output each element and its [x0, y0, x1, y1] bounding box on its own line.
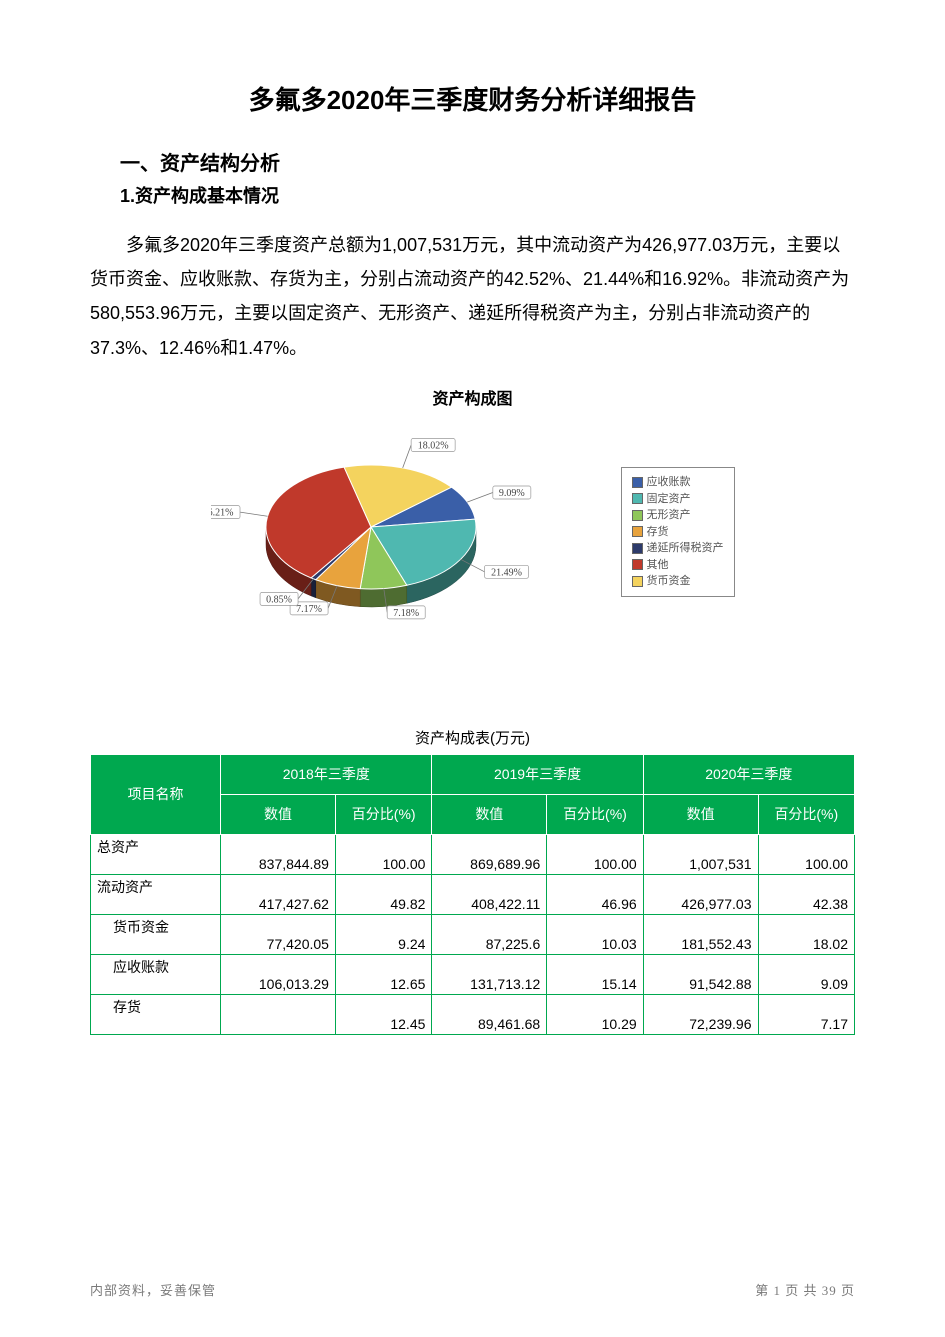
page-title: 多氟多2020年三季度财务分析详细报告 — [90, 80, 855, 117]
cell-value: 9.09 — [758, 954, 855, 994]
th-period-2: 2020年三季度 — [643, 754, 854, 794]
legend-item: 其他 — [632, 557, 724, 574]
table-body: 总资产837,844.89100.00869,689.96100.001,007… — [91, 834, 855, 1034]
legend-item: 无形资产 — [632, 507, 724, 524]
cell-value: 15.14 — [547, 954, 643, 994]
th-sub: 百分比(%) — [758, 794, 855, 834]
legend-label: 货币资金 — [647, 573, 691, 590]
th-period-0: 2018年三季度 — [221, 754, 432, 794]
legend-label: 固定资产 — [647, 491, 691, 508]
chart-title: 资产构成图 — [90, 385, 855, 409]
table-row: 总资产837,844.89100.00869,689.96100.001,007… — [91, 834, 855, 874]
svg-text:0.85%: 0.85% — [266, 594, 292, 605]
cell-value: 131,713.12 — [432, 954, 547, 994]
th-sub: 数值 — [432, 794, 547, 834]
cell-value: 1,007,531 — [643, 834, 758, 874]
legend-swatch — [632, 493, 643, 504]
cell-name: 总资产 — [91, 834, 221, 874]
cell-value: 49.82 — [335, 874, 431, 914]
cell-value: 426,977.03 — [643, 874, 758, 914]
svg-text:21.49%: 21.49% — [491, 567, 522, 578]
legend-item: 递延所得税资产 — [632, 540, 724, 557]
th-period-1: 2019年三季度 — [432, 754, 643, 794]
th-sub: 百分比(%) — [547, 794, 643, 834]
cell-value: 18.02 — [758, 914, 855, 954]
cell-value: 12.65 — [335, 954, 431, 994]
legend-swatch — [632, 477, 643, 488]
cell-name: 应收账款 — [91, 954, 221, 994]
legend-item: 固定资产 — [632, 491, 724, 508]
cell-value: 100.00 — [547, 834, 643, 874]
sub-heading: 1.资产构成基本情况 — [90, 182, 855, 208]
th-sub: 数值 — [643, 794, 758, 834]
table-row: 存货 12.4589,461.6810.2972,239.967.17 — [91, 994, 855, 1034]
svg-text:7.17%: 7.17% — [296, 604, 322, 615]
svg-text:7.18%: 7.18% — [393, 608, 419, 619]
legend-label: 无形资产 — [647, 507, 691, 524]
legend-item: 应收账款 — [632, 474, 724, 491]
cell-value: 10.03 — [547, 914, 643, 954]
page-footer: 内部资料，妥善保管 第 1 页 共 39 页 — [90, 1280, 855, 1299]
cell-value: 9.24 — [335, 914, 431, 954]
table-row: 流动资产417,427.6249.82408,422.1146.96426,97… — [91, 874, 855, 914]
svg-text:18.02%: 18.02% — [417, 440, 448, 451]
cell-value: 46.96 — [547, 874, 643, 914]
cell-value: 100.00 — [758, 834, 855, 874]
cell-name: 货币资金 — [91, 914, 221, 954]
legend-item: 存货 — [632, 524, 724, 541]
cell-value — [221, 994, 336, 1034]
cell-value: 417,427.62 — [221, 874, 336, 914]
legend-label: 递延所得税资产 — [647, 540, 724, 557]
legend-swatch — [632, 510, 643, 521]
cell-value: 100.00 — [335, 834, 431, 874]
cell-value: 181,552.43 — [643, 914, 758, 954]
legend-swatch — [632, 543, 643, 554]
table-caption: 资产构成表(万元) — [90, 727, 855, 748]
section-heading: 一、资产结构分析 — [90, 147, 855, 176]
cell-value: 12.45 — [335, 994, 431, 1034]
pie-chart: 9.09% 21.49% 7.18% 7.17% 0.85% 36.21% 18.02% 应… — [90, 417, 855, 647]
cell-name: 流动资产 — [91, 874, 221, 914]
legend-label: 应收账款 — [647, 474, 691, 491]
legend-item: 货币资金 — [632, 573, 724, 590]
legend-label: 存货 — [647, 524, 669, 541]
legend-swatch — [632, 559, 643, 570]
legend-swatch — [632, 526, 643, 537]
cell-value: 869,689.96 — [432, 834, 547, 874]
th-sub: 百分比(%) — [335, 794, 431, 834]
cell-name: 存货 — [91, 994, 221, 1034]
cell-value: 89,461.68 — [432, 994, 547, 1034]
svg-text:36.21%: 36.21% — [211, 507, 233, 518]
table-row: 应收账款106,013.2912.65131,713.1215.1491,542… — [91, 954, 855, 994]
cell-value: 7.17 — [758, 994, 855, 1034]
chart-legend: 应收账款固定资产无形资产存货递延所得税资产其他货币资金 — [621, 467, 735, 597]
legend-swatch — [632, 576, 643, 587]
cell-value: 837,844.89 — [221, 834, 336, 874]
cell-value: 10.29 — [547, 994, 643, 1034]
cell-value: 72,239.96 — [643, 994, 758, 1034]
cell-value: 106,013.29 — [221, 954, 336, 994]
th-sub: 数值 — [221, 794, 336, 834]
legend-label: 其他 — [647, 557, 669, 574]
cell-value: 87,225.6 — [432, 914, 547, 954]
pie-chart-svg: 9.09% 21.49% 7.18% 7.17% 0.85% 36.21% 18.02% — [211, 417, 541, 647]
footer-left: 内部资料，妥善保管 — [90, 1280, 216, 1299]
footer-right: 第 1 页 共 39 页 — [755, 1280, 855, 1299]
cell-value: 42.38 — [758, 874, 855, 914]
cell-value: 408,422.11 — [432, 874, 547, 914]
svg-text:9.09%: 9.09% — [498, 488, 524, 499]
table-row: 货币资金77,420.059.2487,225.610.03181,552.43… — [91, 914, 855, 954]
asset-table: 项目名称 2018年三季度 2019年三季度 2020年三季度 数值 百分比(%… — [90, 754, 855, 1035]
cell-value: 77,420.05 — [221, 914, 336, 954]
cell-value: 91,542.88 — [643, 954, 758, 994]
th-name: 项目名称 — [91, 754, 221, 834]
body-paragraph: 多氟多2020年三季度资产总额为1,007,531万元，其中流动资产为426,9… — [90, 228, 855, 365]
